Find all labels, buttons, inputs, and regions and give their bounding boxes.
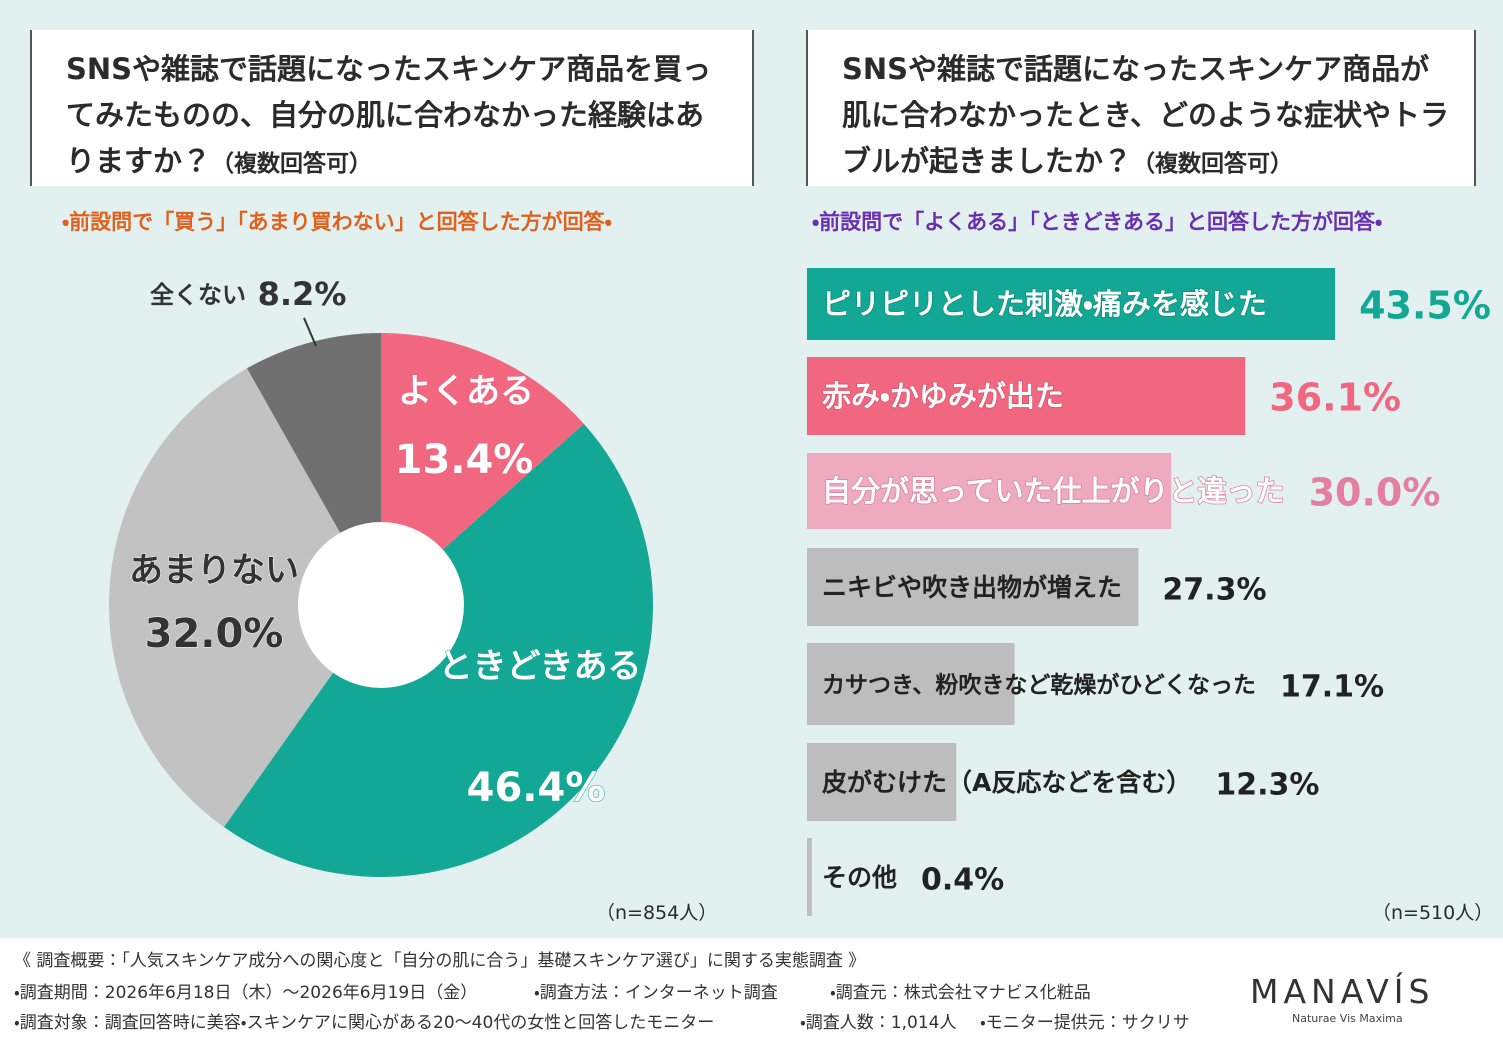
- survey-title: 《 調査概要：「人気スキンケア成分への関心度と「自分の肌に合う」基礎スキンケア選…: [14, 951, 866, 971]
- value-label: 43.5%: [1359, 284, 1491, 328]
- bar-label: その他: [822, 863, 897, 892]
- survey-item: ・調査元：株式会社マナビス化粧品: [830, 983, 1091, 1003]
- respondent-note: ・前設問で「買う」「あまり買わない」と回答した方が回答・: [62, 210, 612, 234]
- bar-label: 皮がむけた（A反応などを含む）: [822, 768, 1191, 797]
- slice-label: あまりない: [129, 551, 299, 591]
- bar: [807, 268, 1336, 340]
- survey-item: ・モニター提供元：サクリサ: [980, 1013, 1190, 1033]
- slice-label: ときどきある: [439, 647, 642, 687]
- bar: [807, 453, 1172, 529]
- value-label: 12.3%: [1215, 768, 1319, 803]
- question-box: SNSや雑誌で話題になったスキンケア商品が肌に合わなかったとき、どのような症状や…: [806, 30, 1476, 186]
- bar: [807, 838, 812, 916]
- logo: MANAVÍS: [1250, 972, 1435, 1011]
- bar-label: カサつき、粉吹きなど乾燥がひどくなった: [822, 672, 1256, 699]
- bar-label: 自分が思っていた仕上がりと違った: [822, 474, 1285, 508]
- bar-label: ニキビや吹き出物が増えた: [822, 573, 1122, 602]
- survey-item: ・調査期間：2026年6月18日（木）～2026年6月19日（金）: [14, 983, 478, 1003]
- value-label: 0.4%: [921, 863, 1004, 898]
- bar-label: 赤み・かゆみが出た: [822, 379, 1064, 413]
- question-subtitle: （複数回答可）: [211, 151, 373, 177]
- slice-label: 全くない: [150, 281, 246, 309]
- tagline: Naturae Vis Maxima: [1292, 1012, 1403, 1025]
- footer: 《 調査概要：「人気スキンケア成分への関心度と「自分の肌に合う」基礎スキンケア選…: [0, 938, 1503, 1047]
- leader-line: [303, 317, 317, 347]
- question-title: SNSや雑誌で話題になったスキンケア商品が肌に合わなかったとき、どのような症状や…: [842, 52, 1449, 178]
- value-label: 17.1%: [1280, 670, 1384, 705]
- question-box: SNSや雑誌で話題になったスキンケア商品を買ってみたものの、自分の肌に合わなかっ…: [30, 30, 754, 186]
- question-subtitle: （複数回答可）: [1132, 151, 1294, 177]
- slice-value-label: 8.2%: [258, 275, 347, 313]
- respondent-note: ・前設問で「よくある」「ときどきある」と回答した方が回答・: [812, 210, 1383, 234]
- slice-value-label: 46.4%: [467, 765, 606, 811]
- bar: [807, 743, 957, 821]
- value-label: 27.3%: [1162, 573, 1266, 608]
- bar: [807, 357, 1246, 435]
- survey-item: ・調査人数：1,014人: [800, 1013, 957, 1033]
- survey-item: ・調査方法：インターネット調査: [534, 983, 778, 1003]
- slice-label: よくある: [398, 372, 534, 412]
- pie-slice: [109, 368, 382, 828]
- survey-item: ・調査対象：調査回答時に美容・スキンケアに関心がある20～40代の女性と回答した…: [14, 1013, 715, 1033]
- bar-label: ピリピリとした刺激・痛みを感じた: [822, 287, 1267, 321]
- bar: [807, 643, 1015, 725]
- slice-value-label: 13.4%: [395, 437, 534, 483]
- bar: [807, 548, 1139, 626]
- value-label: 36.1%: [1269, 376, 1401, 420]
- sample-size: （n=854人）: [596, 902, 718, 924]
- sample-size: （n=510人）: [1372, 902, 1494, 924]
- donut-hole: [298, 522, 464, 688]
- question-title: SNSや雑誌で話題になったスキンケア商品を買ってみたものの、自分の肌に合わなかっ…: [66, 52, 712, 178]
- pie-slice: [381, 333, 584, 605]
- value-label: 30.0%: [1309, 471, 1441, 515]
- slice-value-label: 32.0%: [145, 611, 284, 657]
